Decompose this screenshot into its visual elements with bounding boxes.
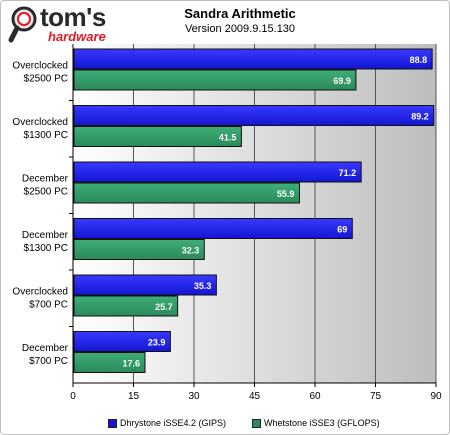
- category-label-line: December: [22, 343, 69, 354]
- legend-label-series-1: Dhrystone iSSE4.2 (GIPS): [120, 418, 227, 428]
- bar-series-2: [73, 239, 205, 260]
- category-label-line: $2500 PC: [24, 73, 68, 84]
- bar-series-1: [73, 105, 435, 126]
- x-tick-label: 0: [70, 391, 76, 402]
- data-label-series-2: 41.5: [219, 133, 237, 143]
- category-label-line: December: [22, 230, 69, 241]
- x-tick-label: 75: [370, 391, 382, 402]
- category-label: December $700 PC: [22, 343, 69, 367]
- bar-series-1: [73, 331, 171, 352]
- category-label-line: Overclocked: [12, 286, 68, 297]
- legend-swatch-series-2: [252, 418, 262, 428]
- data-label-series-1: 69: [337, 225, 347, 235]
- x-tick-label: 30: [188, 391, 200, 402]
- x-tick-label: 15: [128, 391, 140, 402]
- x-tick-label: 60: [309, 391, 321, 402]
- category-label-line: $700 PC: [29, 299, 68, 310]
- bar-series-2: [73, 182, 300, 204]
- category-label-line: $1300 PC: [24, 130, 68, 141]
- data-label-series-1: 71.2: [339, 168, 357, 178]
- bar-series-1: [73, 48, 433, 70]
- x-tick-label: 45: [249, 391, 261, 402]
- legend-item-series-2: Whetstone iSSE3 (GFLOPS): [252, 418, 380, 428]
- bar-series-2: [73, 295, 179, 317]
- category-label: Overclocked $2500 PC: [12, 60, 68, 84]
- data-label-series-2: 32.3: [182, 246, 200, 256]
- bar-series-2: [73, 352, 146, 373]
- brand-name: tom's: [40, 2, 106, 32]
- data-label-series-1: 23.9: [148, 338, 166, 348]
- category-label: December $2500 PC: [22, 173, 69, 197]
- category-label: Overclocked $700 PC: [12, 286, 68, 310]
- brand-tagline: hardware: [48, 29, 106, 44]
- data-label-series-2: 55.9: [277, 189, 295, 199]
- category-label-line: Overclocked: [12, 117, 68, 128]
- bar-series-1: [73, 274, 217, 296]
- legend-label-series-2: Whetstone iSSE3 (GFLOPS): [264, 418, 380, 428]
- data-label-series-1: 35.3: [194, 281, 212, 291]
- legend-item-series-1: Dhrystone iSSE4.2 (GIPS): [108, 418, 226, 428]
- bar-series-2: [73, 69, 357, 91]
- category-label-line: $1300 PC: [24, 243, 68, 254]
- data-label-series-2: 69.9: [333, 76, 351, 86]
- brand-logo: tom's hardware: [8, 2, 120, 48]
- legend: Dhrystone iSSE4.2 (GIPS) Whetstone iSSE3…: [108, 418, 380, 428]
- data-label-series-1: 88.8: [410, 55, 428, 65]
- bar-series-2: [73, 126, 242, 147]
- legend-swatch-series-1: [108, 418, 117, 428]
- data-label-series-2: 25.7: [155, 302, 173, 312]
- category-label-line: December: [22, 173, 69, 184]
- bar-series-1: [73, 218, 353, 239]
- category-label-line: Overclocked: [12, 60, 68, 71]
- x-tick-label: 90: [430, 391, 442, 402]
- category-label: Overclocked $1300 PC: [12, 117, 68, 141]
- chart-title: Sandra Arithmetic: [184, 6, 296, 21]
- category-label-line: $2500 PC: [24, 186, 68, 197]
- data-label-series-1: 89.2: [411, 112, 429, 122]
- bar-series-1: [73, 161, 362, 183]
- category-label: December $1300 PC: [22, 230, 69, 254]
- magnifier-icon: [8, 6, 37, 43]
- chart-subtitle: Version 2009.9.15.130: [184, 23, 296, 35]
- category-label-line: $700 PC: [29, 356, 68, 367]
- data-label-series-2: 17.6: [122, 359, 140, 369]
